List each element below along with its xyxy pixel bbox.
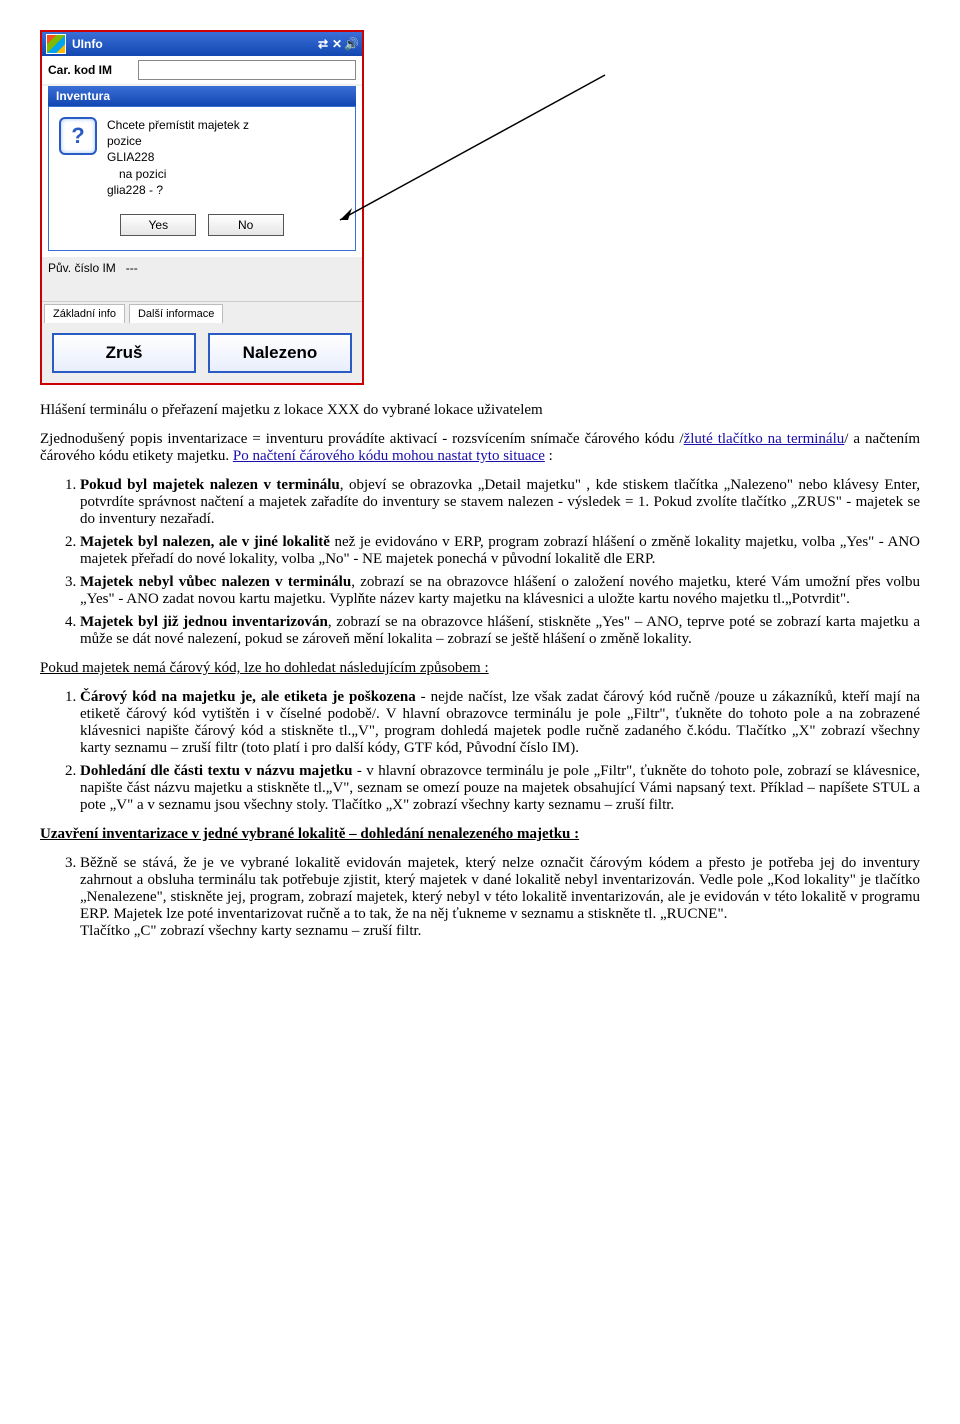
yes-button[interactable]: Yes (120, 214, 196, 236)
tab-basic-info[interactable]: Základní info (44, 304, 125, 323)
field-value: --- (126, 261, 138, 275)
item-bold: Majetek byl nalezen, ale v jiné lokalitě (80, 534, 330, 550)
caption: Hlášení terminálu o přeřazení majetku z … (40, 402, 920, 419)
item-text: Tlačítko „C" zobrazí všechny karty sezna… (80, 923, 421, 939)
form-row-grey: Pův. číslo IM --- (42, 257, 362, 279)
field-label: Pův. číslo IM (48, 261, 116, 275)
field-label: Car. kod IM (48, 63, 138, 77)
link-yellow-button: žluté tlačítko na terminálu (684, 431, 845, 447)
system-tray-icons: ⇄✕🔊 (316, 37, 358, 51)
dialog-line: Chcete přemístit majetek z (107, 117, 249, 133)
dialog-title: Inventura (48, 86, 356, 106)
action-buttons: Zruš Nalezeno (42, 323, 362, 383)
windows-logo-icon (46, 34, 66, 54)
list-item: Dohledání dle části textu v názvu majetk… (80, 763, 920, 814)
mobile-device-frame: UInfo ⇄✕🔊 Car. kod IM Inventura ? Chcete… (40, 30, 364, 385)
item-bold: Majetek byl již jednou inventarizován (80, 614, 328, 630)
list-item: Majetek byl nalezen, ale v jiné lokalitě… (80, 534, 920, 568)
dialog-line: GLIA228 (107, 149, 249, 165)
found-button[interactable]: Nalezeno (208, 333, 352, 373)
dialog-buttons: Yes No (59, 214, 345, 236)
form-row: Car. kod IM (42, 56, 362, 84)
list-item: Majetek nebyl vůbec nalezen v terminálu,… (80, 574, 920, 608)
link-situations: Po načtení čárového kódu mohou nastat ty… (233, 448, 545, 464)
tab-bar: Základní info Další informace (42, 301, 362, 323)
question-icon: ? (59, 117, 97, 155)
tab-more-info[interactable]: Další informace (129, 304, 223, 323)
item-text: Běžně se stává, že je ve vybrané lokalit… (80, 855, 920, 922)
numbered-list-1: Pokud byl majetek nalezen v terminálu, o… (40, 477, 920, 648)
numbered-list-2: Čárový kód na majetku je, ale etiketa je… (40, 689, 920, 814)
item-bold: Majetek nebyl vůbec nalezen v terminálu (80, 574, 351, 590)
text-input[interactable] (138, 60, 356, 80)
text: : (545, 448, 553, 464)
list-item: Běžně se stává, že je ve vybrané lokalit… (80, 855, 920, 940)
numbered-list-3: Běžně se stává, že je ve vybrané lokalit… (40, 855, 920, 940)
intro-paragraph: Zjednodušený popis inventarizace = inven… (40, 431, 920, 465)
dialog-line: na pozici (119, 166, 249, 182)
window-title: UInfo (72, 37, 103, 51)
dialog: Inventura ? Chcete přemístit majetek z p… (42, 86, 362, 257)
list-item: Čárový kód na majetku je, ale etiketa je… (80, 689, 920, 757)
dialog-body: ? Chcete přemístit majetek z pozice GLIA… (48, 106, 356, 251)
section-heading: Pokud majetek nemá čárový kód, lze ho do… (40, 660, 920, 677)
window-titlebar: UInfo ⇄✕🔊 (42, 32, 362, 56)
dialog-message: Chcete přemístit majetek z pozice GLIA22… (107, 117, 249, 198)
item-bold: Dohledání dle části textu v názvu majetk… (80, 763, 352, 779)
cancel-button[interactable]: Zruš (52, 333, 196, 373)
dialog-line: glia228 - ? (107, 182, 249, 198)
dialog-line: pozice (107, 133, 249, 149)
section-heading: Uzavření inventarizace v jedné vybrané l… (40, 826, 920, 843)
list-item: Pokud byl majetek nalezen v terminálu, o… (80, 477, 920, 528)
item-bold: Pokud byl majetek nalezen v terminálu (80, 477, 340, 493)
pointer-arrow (330, 70, 610, 270)
item-bold: Čárový kód na majetku je, ale etiketa je… (80, 689, 416, 705)
no-button[interactable]: No (208, 214, 284, 236)
text: Zjednodušený popis inventarizace = inven… (40, 431, 684, 447)
device-screenshot: UInfo ⇄✕🔊 Car. kod IM Inventura ? Chcete… (40, 30, 380, 390)
list-item: Majetek byl již jednou inventarizován, z… (80, 614, 920, 648)
